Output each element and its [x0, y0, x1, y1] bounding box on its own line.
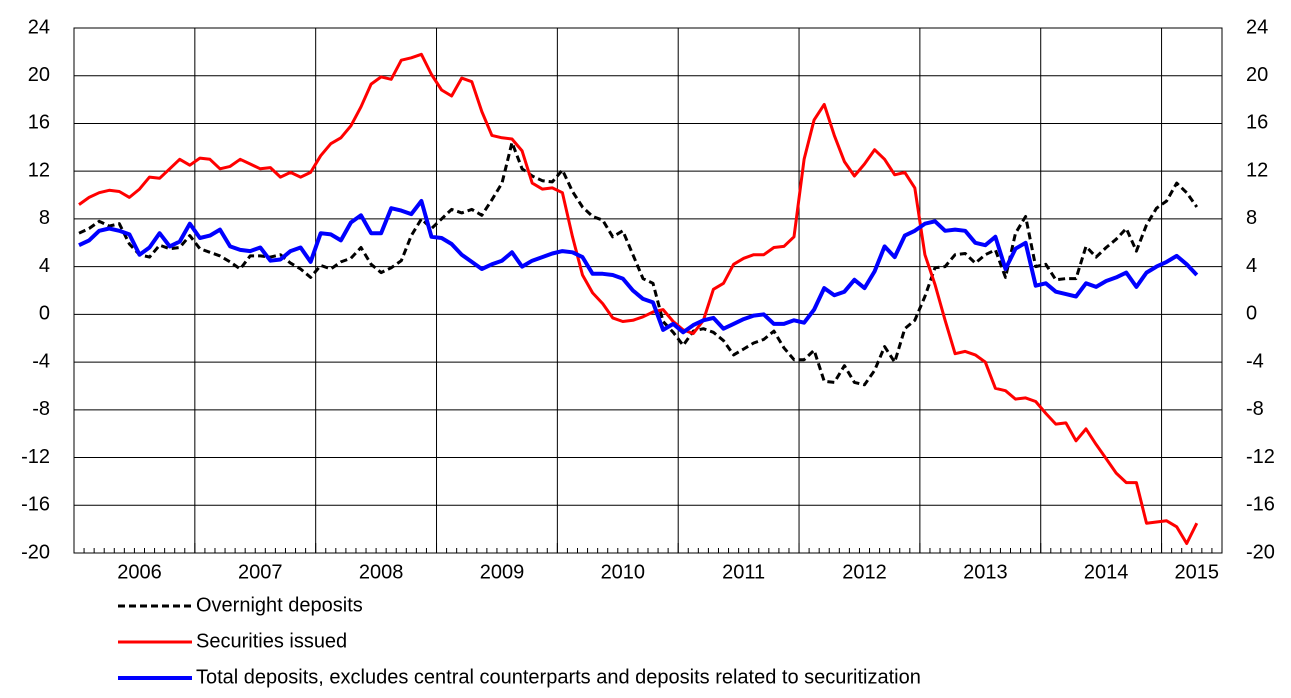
x-tick-label: 2014 — [1084, 561, 1129, 583]
x-tick-label: 2008 — [359, 561, 404, 583]
y-tick-label: -20 — [21, 541, 50, 563]
y-tick-label: 8 — [39, 207, 50, 229]
y2-tick-label: 4 — [1246, 255, 1257, 277]
y2-tick-label: 24 — [1246, 16, 1268, 38]
y-tick-label: 20 — [28, 64, 50, 86]
x-tick-label: 2009 — [480, 561, 525, 583]
y-tick-label: -4 — [32, 350, 50, 372]
x-tick-label: 2011 — [722, 561, 765, 583]
y-tick-label: -12 — [21, 446, 50, 468]
y2-tick-label: 8 — [1246, 207, 1257, 229]
series-line — [78, 141, 1199, 387]
series-line — [78, 52, 1199, 545]
legend-label: Total deposits, excludes central counter… — [196, 666, 921, 688]
y-tick-label: 0 — [39, 303, 50, 325]
series-line — [78, 199, 1199, 335]
y2-tick-label: -16 — [1246, 494, 1275, 516]
x-tick-label: 2015 — [1175, 561, 1220, 583]
legend-label: Securities issued — [196, 630, 347, 652]
y-tick-label: 12 — [28, 159, 50, 181]
x-tick-label: 2007 — [238, 561, 283, 583]
x-tick-label: 2010 — [601, 561, 646, 583]
x-tick-label: 2013 — [963, 561, 1008, 583]
y2-tick-label: 12 — [1246, 159, 1268, 181]
y2-tick-label: 16 — [1246, 112, 1268, 134]
y-tick-label: 16 — [28, 112, 50, 134]
y2-tick-label: 0 — [1246, 303, 1257, 325]
y2-tick-label: -20 — [1246, 541, 1275, 563]
y-tick-label: 4 — [39, 255, 50, 277]
plot-frame — [73, 27, 1223, 554]
y2-tick-label: -8 — [1246, 398, 1264, 420]
x-tick-label: 2012 — [842, 561, 887, 583]
y2-tick-label: 20 — [1246, 64, 1268, 86]
legend-label: Overnight deposits — [196, 594, 363, 616]
x-tick-label: 2006 — [117, 561, 162, 583]
y-tick-label: 24 — [28, 16, 50, 38]
y2-tick-label: -4 — [1246, 350, 1264, 372]
y-tick-label: -8 — [32, 398, 50, 420]
y2-tick-label: -12 — [1246, 446, 1275, 468]
y-tick-label: -16 — [21, 494, 50, 516]
